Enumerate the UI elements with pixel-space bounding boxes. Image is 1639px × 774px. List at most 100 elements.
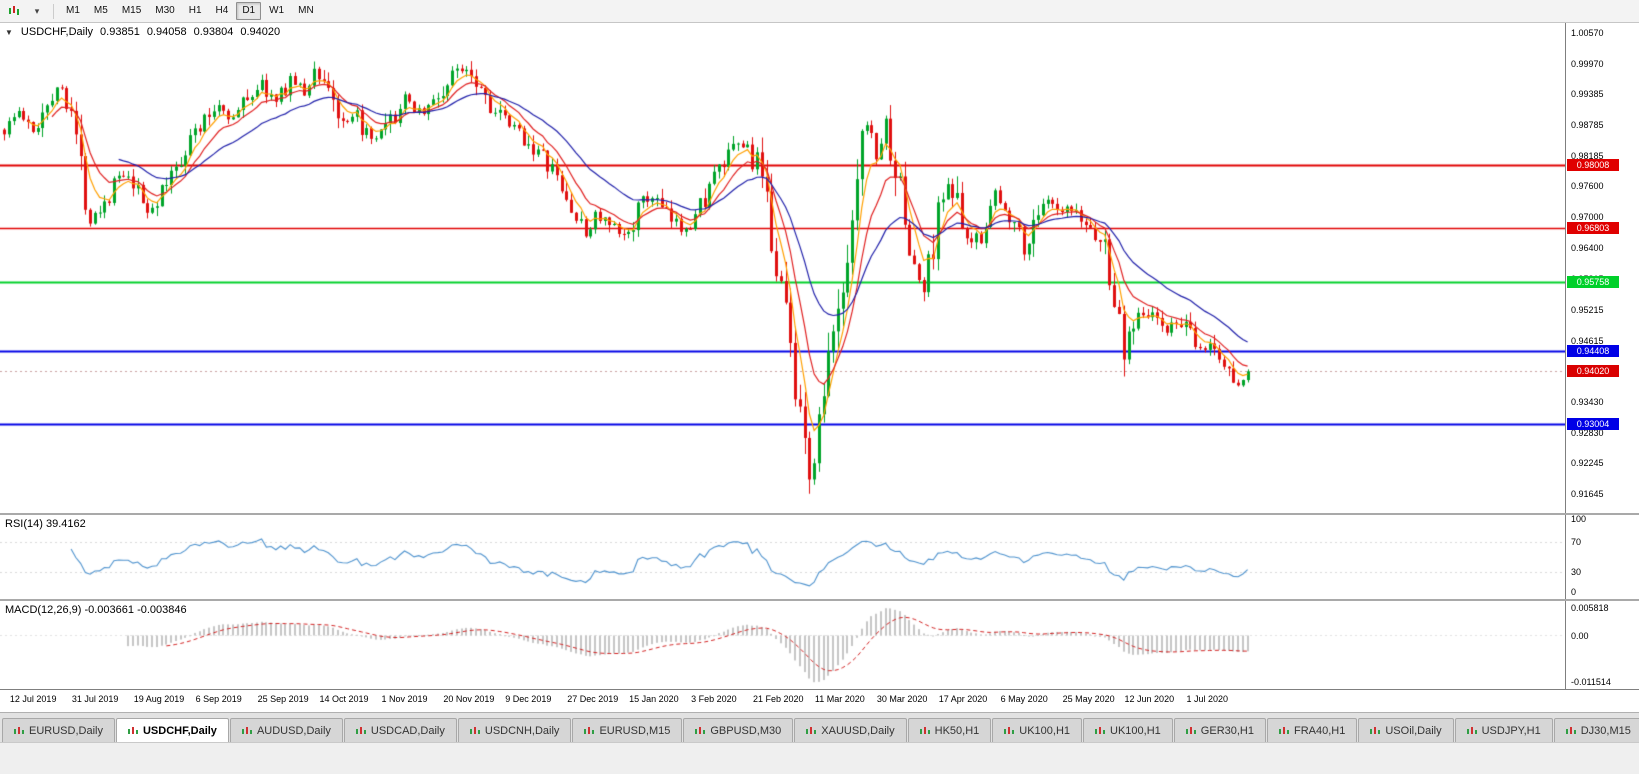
tab-label: USOil,Daily — [1385, 724, 1442, 737]
price-axis-label: 0.92830 — [1571, 427, 1604, 438]
tab-uk100-h1[interactable]: UK100,H1 — [1083, 718, 1173, 742]
macd-panel: MACD(12,26,9) -0.003661 -0.003846 0.0058… — [0, 601, 1639, 689]
macd-axis[interactable]: 0.005818 0.00 -0.011514 — [1565, 601, 1639, 689]
tab-chart-icon — [469, 726, 480, 734]
date-label: 3 Feb 2020 — [691, 694, 737, 704]
tab-label: USDCNH,Daily — [484, 724, 560, 737]
tab-eurusd-daily[interactable]: EURUSD,Daily — [2, 718, 115, 742]
panel-splitter-rsi[interactable] — [0, 513, 1639, 515]
tab-usdcnh-daily[interactable]: USDCNH,Daily — [457, 718, 572, 742]
timeframe-h4[interactable]: H4 — [215, 5, 229, 16]
rsi-panel: RSI(14) 39.4162 100 70 30 0 — [0, 515, 1639, 599]
price-axis-label: 0.96400 — [1571, 243, 1604, 254]
price-badge: 0.93004 — [1567, 417, 1619, 430]
timeframe-w1[interactable]: W1 — [269, 5, 285, 16]
price-axis-label: 0.97000 — [1571, 212, 1604, 223]
tab-uk100-h1[interactable]: UK100,H1 — [992, 718, 1083, 742]
date-label: 30 Mar 2020 — [876, 694, 928, 704]
chart-dropdown-button[interactable]: ▾ — [26, 1, 48, 21]
price-axis-label: 0.94615 — [1571, 335, 1604, 346]
timeframe-m5[interactable]: M5 — [93, 5, 108, 16]
price-axis-label: 0.91645 — [1571, 489, 1604, 499]
price-badge: 0.94020 — [1567, 365, 1619, 378]
ohlc-high-value: 0.94058 — [146, 26, 187, 38]
date-label: 25 May 2020 — [1062, 694, 1115, 704]
toolbar-separator — [53, 3, 54, 19]
tab-usdcad-daily[interactable]: USDCAD,Daily — [343, 718, 457, 742]
macd-axis-label: 0.005818 — [1571, 603, 1609, 613]
date-label: 6 May 2020 — [1000, 694, 1048, 704]
macd-label: MACD(12,26,9) -0.003661 -0.003846 — [5, 604, 187, 616]
timeframe-mn[interactable]: MN — [298, 5, 314, 16]
macd-axis-label: 0.00 — [1571, 630, 1589, 641]
tab-label: UK100,H1 — [1110, 724, 1161, 737]
macd-canvas[interactable] — [0, 601, 1565, 689]
timeframe-m15[interactable]: M15 — [121, 5, 142, 16]
price-badge: 0.96803 — [1567, 221, 1619, 234]
rsi-axis-label: 70 — [1571, 536, 1582, 547]
timeframe-d1[interactable]: D1 — [236, 2, 262, 20]
tab-ger30-h1[interactable]: GER30,H1 — [1173, 718, 1266, 742]
price-axis-label: 1.00570 — [1571, 28, 1604, 38]
tab-label: USDCAD,Daily — [370, 724, 445, 737]
timeframe-buttons: M1 M5 M15 M30 H1 H4 D1 W1 MN — [59, 2, 321, 20]
tab-label: EURUSD,M15 — [599, 724, 671, 737]
tab-usdjpy-h1[interactable]: USDJPY,H1 — [1454, 718, 1553, 742]
timeframe-m1[interactable]: M1 — [66, 5, 80, 16]
price-axis-label: 0.97600 — [1571, 181, 1604, 192]
tab-label: UK100,H1 — [1019, 724, 1071, 737]
date-label: 11 Mar 2020 — [814, 694, 865, 704]
date-label: 20 Nov 2019 — [443, 694, 495, 704]
ohlc-low-value: 0.93804 — [193, 26, 234, 38]
tab-chart-icon — [1004, 726, 1015, 734]
date-label: 12 Jun 2020 — [1124, 694, 1175, 704]
tab-gbpusd-m30[interactable]: GBPUSD,M30 — [683, 718, 794, 742]
tab-label: XAUUSD,Daily — [821, 724, 895, 737]
rsi-axis[interactable]: 100 70 30 0 — [1565, 515, 1639, 599]
tab-label: USDJPY,H1 — [1481, 724, 1541, 737]
tab-label: AUDUSD,Daily — [256, 724, 331, 737]
panel-splitter-macd[interactable] — [0, 599, 1639, 601]
tab-usdchf-daily[interactable]: USDCHF,Daily — [115, 718, 229, 742]
tab-audusd-daily[interactable]: AUDUSD,Daily — [229, 718, 343, 742]
date-label: 1 Nov 2019 — [381, 694, 428, 704]
price-axis-label: 0.98185 — [1571, 151, 1604, 162]
tab-chart-icon — [584, 726, 595, 734]
rsi-title: RSI(14) 39.4162 — [5, 518, 86, 530]
tab-chart-icon — [1466, 726, 1477, 734]
tab-chart-icon — [1279, 726, 1289, 734]
date-label: 15 Jan 2020 — [629, 694, 679, 704]
date-label: 19 Aug 2019 — [133, 694, 185, 704]
tab-dj30-m15[interactable]: DJ30,M15 — [1553, 718, 1639, 742]
price-axis-label: 0.99970 — [1571, 58, 1604, 69]
tab-chart-icon — [355, 726, 366, 734]
timeframe-h1[interactable]: H1 — [188, 5, 202, 16]
rsi-axis-label: 30 — [1571, 567, 1582, 578]
tab-chart-icon — [919, 726, 930, 734]
time-axis[interactable]: 12 Jul 2019 31 Jul 2019 19 Aug 2019 6 Sep 2… — [0, 689, 1639, 712]
rsi-axis-label: 0 — [1571, 587, 1577, 597]
price-axis[interactable]: 1.00570 0.99970 0.99385 0.98785 0.98185 0.976… — [1565, 23, 1639, 513]
tab-fra40-h1[interactable]: FRA40,H1 — [1267, 718, 1358, 742]
tab-usoil-daily[interactable]: USOil,Daily — [1358, 718, 1454, 742]
tab-hk50-h1[interactable]: HK50,H1 — [907, 718, 992, 742]
chart-type-button[interactable] — [3, 1, 25, 21]
ohlc-expander-icon[interactable]: ▼ — [5, 27, 13, 37]
tab-chart-icon — [1185, 726, 1196, 734]
price-axis-label: 0.98785 — [1571, 120, 1604, 131]
rsi-canvas[interactable] — [0, 515, 1565, 599]
price-axis-label: 0.95215 — [1571, 304, 1604, 315]
status-bar — [0, 742, 1639, 774]
tab-chart-icon — [695, 726, 706, 734]
ohlc-open-value: 0.93851 — [100, 26, 140, 38]
timeframe-m30[interactable]: M30 — [155, 5, 175, 16]
ohlc-close-value: 0.94020 — [240, 26, 281, 38]
tab-xauusd-daily[interactable]: XAUUSD,Daily — [794, 718, 907, 742]
tab-label: EURUSD,Daily — [29, 724, 103, 737]
date-label: 25 Sep 2019 — [257, 694, 309, 704]
price-chart-canvas[interactable] — [0, 23, 1565, 513]
chart-tabbar: EURUSD,Daily USDCHF,Daily AUDUSD,Daily USDC… — [0, 712, 1639, 742]
price-axis-label: 0.93430 — [1571, 396, 1604, 407]
tab-eurusd-m15[interactable]: EURUSD,M15 — [572, 718, 683, 742]
chart-workspace: ▼ USDCHF,Daily 0.93851 0.94058 0.93804 0… — [0, 23, 1639, 712]
